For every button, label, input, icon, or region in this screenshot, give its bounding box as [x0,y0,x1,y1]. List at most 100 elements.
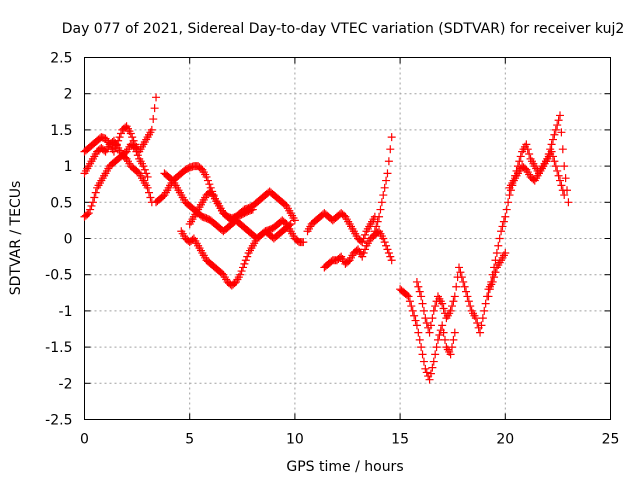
data-point [143,183,152,192]
data-point [426,321,435,330]
series-track-j [370,133,396,236]
data-point [426,369,435,378]
data-point [87,201,96,210]
data-point [88,198,97,207]
data-point [149,115,158,124]
data-point [446,306,455,315]
data-point [359,248,368,257]
data-point [109,147,118,156]
data-point [419,306,428,315]
data-point [380,238,389,247]
data-point [386,252,395,261]
data-point [435,331,444,340]
data-point [440,335,449,344]
data-point [484,292,493,301]
data-point [422,318,431,327]
data-point [129,142,138,151]
data-point [414,328,423,337]
data-point [425,328,434,337]
data-point [379,191,388,200]
data-point [86,205,95,214]
data-point [383,245,392,254]
y-tick-label: 2.5 [50,51,72,67]
data-point [286,220,295,229]
data-point [373,217,382,226]
data-point [473,318,482,327]
data-point [439,328,448,337]
data-point [205,180,214,189]
y-tick-label: 0 [64,232,73,248]
data-point [522,140,531,149]
data-point [83,210,92,219]
data-point [412,277,421,286]
data-point [560,162,569,171]
data-point [372,222,381,231]
data-point [554,171,563,180]
data-point [463,292,472,301]
y-tick-label: 0.5 [50,195,72,211]
series-track-n [505,111,573,207]
data-point [418,299,427,308]
data-point [147,125,156,134]
data-point [502,205,511,214]
data-point [464,297,473,306]
data-point [432,343,441,352]
data-point [428,363,437,372]
data-point [387,133,396,142]
data-point [485,285,494,294]
data-point [152,93,161,102]
data-point [386,145,395,154]
data-point [462,287,471,296]
data-point [248,205,257,214]
data-point [551,125,560,134]
data-point [408,306,417,315]
x-tick-label: 15 [391,432,409,448]
data-point [143,172,152,181]
data-point [553,166,562,175]
y-tick-label: -2.5 [45,413,72,429]
data-point [480,306,489,315]
data-point [548,135,557,144]
data-point [447,302,456,311]
data-point [431,302,440,311]
data-point [452,282,461,291]
data-point [403,291,412,300]
data-point [550,130,559,139]
data-point [411,316,420,325]
grid-lines [84,57,611,420]
x-axis-label: GPS time / hours [286,459,403,475]
data-point [243,252,252,261]
data-point [237,267,246,276]
data-point [488,270,497,279]
data-point [414,282,423,291]
data-point [384,157,393,166]
data-point [450,328,459,337]
data-point [240,259,249,268]
y-tick-label: -1 [59,304,73,320]
data-point [438,299,447,308]
chart-title: Day 077 of 2021, Sidereal Day-to-day VTE… [62,21,625,37]
series-track-m [484,140,569,301]
data-point [558,145,567,154]
data-point [415,335,424,344]
data-point [561,174,570,183]
data-point [456,268,465,277]
series-track-f [177,220,295,290]
data-point [544,150,553,159]
y-axis-label: SDTVAR / TECUs [8,181,24,296]
data-point [150,104,159,113]
x-tick-label: 5 [185,432,194,448]
data-point [90,193,99,202]
data-point [370,227,379,236]
data-point [504,198,513,207]
series-track-h [303,209,379,247]
data-point [449,297,458,306]
data-point [457,273,466,282]
data-point [382,241,391,250]
data-point [460,282,469,291]
data-point [382,176,391,185]
axis-ticks [84,57,611,420]
data-point [494,241,503,250]
data-point [551,162,560,171]
data-point [499,217,508,226]
